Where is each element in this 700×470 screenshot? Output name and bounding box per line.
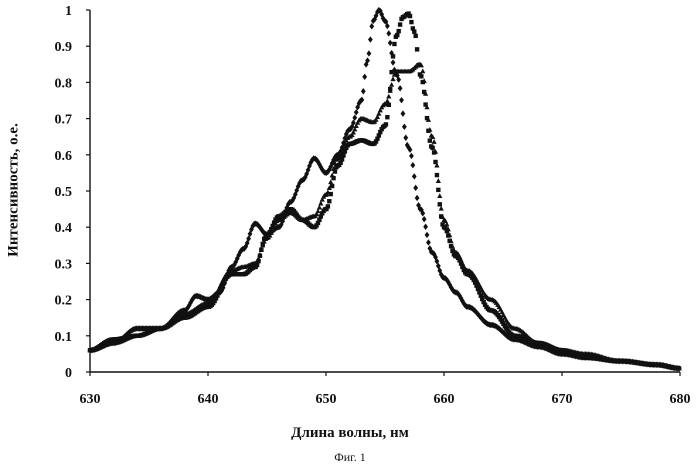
diamond-point bbox=[409, 153, 414, 159]
diamond-point bbox=[423, 224, 428, 230]
y-tick-label: 0.7 bbox=[55, 113, 73, 128]
diamond-point bbox=[426, 239, 431, 245]
y-tick-label: 0.4 bbox=[55, 221, 73, 236]
diamond-point bbox=[410, 162, 415, 168]
triangle-point bbox=[439, 206, 444, 211]
x-tick-label: 670 bbox=[552, 392, 573, 407]
square-point bbox=[430, 146, 434, 150]
triangle-point bbox=[389, 82, 394, 87]
diamond-point bbox=[367, 50, 372, 56]
square-point bbox=[398, 22, 402, 26]
diamond-point bbox=[362, 74, 367, 80]
diamond-point bbox=[386, 30, 391, 36]
chart: 0 0.1 0.2 0.3 0.4 0.5 0.6 0.7 0.8 0.9 1 630 640 650 66… bbox=[0, 0, 700, 425]
square-point bbox=[391, 54, 395, 58]
diamond-point bbox=[402, 124, 407, 130]
diamond-point bbox=[361, 88, 366, 94]
y-tick-label: 0.2 bbox=[55, 294, 73, 309]
diamond-point bbox=[398, 85, 403, 91]
diamond-point bbox=[391, 59, 396, 65]
x-tick-label: 650 bbox=[316, 392, 337, 407]
triangle-point bbox=[390, 76, 395, 81]
diamond-point bbox=[369, 23, 374, 29]
x-tick-label: 640 bbox=[198, 392, 219, 407]
triangle-point bbox=[431, 139, 436, 144]
triangle-point bbox=[386, 94, 391, 99]
y-tick-label: 0.8 bbox=[55, 76, 73, 91]
triangle-point bbox=[436, 178, 441, 183]
square-point bbox=[415, 47, 419, 51]
diamond-point bbox=[368, 36, 373, 42]
x-axis-label: Длина волны, нм bbox=[0, 425, 700, 442]
y-axis-label: Интенсивность, о.е. bbox=[6, 123, 23, 257]
square-point bbox=[408, 14, 412, 18]
square-point bbox=[428, 138, 432, 142]
y-axis-label-wrap: Интенсивность, о.е. bbox=[2, 60, 26, 320]
square-point bbox=[395, 33, 399, 37]
square-point bbox=[419, 74, 423, 78]
square-point bbox=[435, 173, 439, 177]
square-point bbox=[385, 115, 389, 119]
diamond-point bbox=[422, 216, 427, 222]
diamond-point bbox=[413, 185, 418, 191]
square-point bbox=[389, 70, 393, 74]
diamond-point bbox=[412, 173, 417, 179]
square-point bbox=[330, 184, 334, 188]
square-point bbox=[384, 122, 388, 126]
square-point bbox=[392, 42, 396, 46]
diamond-point bbox=[403, 135, 408, 141]
square-point bbox=[409, 20, 413, 24]
y-tick-label: 0 bbox=[65, 366, 72, 381]
square-point bbox=[413, 34, 417, 38]
diamond-point bbox=[388, 40, 393, 46]
x-tick-label: 680 bbox=[670, 392, 691, 407]
triangle-point bbox=[385, 98, 390, 103]
figure-caption: Фиг. 1 bbox=[0, 450, 700, 465]
diamond-point bbox=[415, 195, 420, 201]
y-tick-label: 0.3 bbox=[55, 257, 73, 272]
triangle-point bbox=[437, 193, 442, 198]
y-tick-label: 0.6 bbox=[55, 149, 73, 164]
x-tick-label: 660 bbox=[434, 392, 455, 407]
series-3 bbox=[87, 62, 681, 371]
diamond-point bbox=[399, 97, 404, 103]
square-point bbox=[396, 29, 400, 33]
diamond-point bbox=[401, 110, 406, 116]
diamond-point bbox=[425, 232, 430, 238]
square-point bbox=[412, 29, 416, 33]
square-point bbox=[438, 202, 442, 206]
y-tick-label: 0.5 bbox=[55, 185, 73, 200]
square-point bbox=[436, 188, 440, 192]
x-tick-label: 630 bbox=[80, 392, 101, 407]
y-tick-label: 0.1 bbox=[55, 330, 73, 345]
square-point bbox=[326, 204, 330, 208]
y-tick-label: 0.9 bbox=[55, 40, 73, 55]
triangle-point bbox=[420, 68, 425, 73]
square-point bbox=[327, 199, 331, 203]
y-tick-label: 1 bbox=[65, 4, 72, 19]
